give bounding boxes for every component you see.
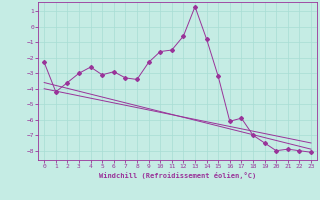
X-axis label: Windchill (Refroidissement éolien,°C): Windchill (Refroidissement éolien,°C) bbox=[99, 172, 256, 179]
